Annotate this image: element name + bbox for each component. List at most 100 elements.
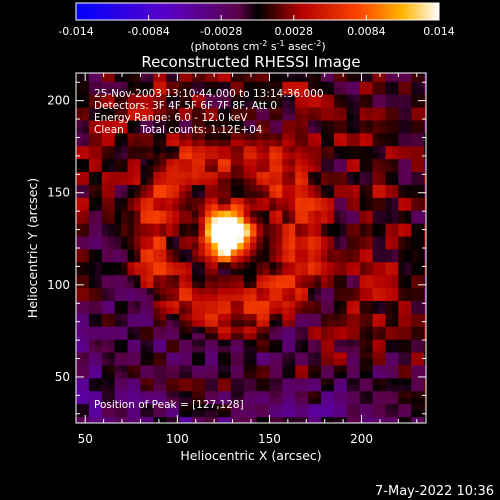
- heatmap-cell: [230, 313, 238, 321]
- heatmap-cell: [353, 339, 361, 347]
- heatmap-cell: [262, 81, 270, 89]
- heatmap-cell: [359, 261, 367, 269]
- heatmap-cell: [127, 107, 135, 115]
- heatmap-cell: [140, 87, 148, 95]
- heatmap-cell: [192, 94, 199, 102]
- heatmap-cell: [146, 145, 154, 153]
- heatmap-cell: [146, 197, 154, 205]
- heatmap-cell: [95, 126, 103, 134]
- heatmap-cell: [88, 268, 96, 276]
- heatmap-cell: [424, 139, 426, 147]
- heatmap-cell: [140, 107, 148, 115]
- heatmap-cell: [159, 139, 167, 147]
- heatmap-cell: [250, 364, 258, 372]
- heatmap-cell: [198, 139, 206, 147]
- heatmap-cell: [121, 113, 129, 121]
- heatmap-cell: [134, 313, 141, 321]
- heatmap-cell: [114, 332, 122, 340]
- heatmap-cell: [314, 184, 322, 192]
- heatmap-cell: [140, 326, 148, 334]
- heatmap-cell: [269, 210, 277, 218]
- heatmap-cell: [295, 132, 303, 140]
- heatmap-cell: [76, 261, 83, 269]
- heatmap-cell: [288, 87, 296, 95]
- heatmap-cell: [127, 306, 135, 314]
- heatmap-cell: [101, 306, 109, 314]
- heatmap-cell: [121, 248, 129, 256]
- heatmap-cell: [314, 94, 322, 102]
- heatmap-cell: [121, 236, 129, 243]
- heatmap-cell: [82, 313, 90, 321]
- heatmap-cell: [134, 300, 141, 308]
- heatmap-cell: [237, 100, 245, 108]
- heatmap-cell: [185, 390, 193, 398]
- heatmap-cell: [411, 132, 419, 140]
- heatmap-cell: [101, 416, 109, 423]
- heatmap-cell: [314, 287, 322, 295]
- heatmap-cell: [262, 74, 270, 82]
- heatmap-cell: [230, 152, 238, 160]
- heatmap-cell: [359, 274, 367, 282]
- heatmap-cell: [82, 132, 90, 140]
- heatmap-cell: [243, 390, 251, 398]
- heatmap-cell: [121, 377, 129, 385]
- heatmap-cell: [417, 229, 425, 237]
- heatmap-cell: [379, 403, 386, 411]
- heatmap-cell: [153, 261, 161, 269]
- heatmap-cell: [101, 184, 109, 192]
- heatmap-cell: [346, 358, 354, 366]
- heatmap-cell: [353, 384, 361, 392]
- heatmap-cell: [321, 184, 328, 192]
- heatmap-cell: [95, 339, 103, 347]
- heatmap-cell: [76, 210, 83, 218]
- heatmap-cell: [230, 248, 238, 256]
- heatmap-cell: [192, 81, 199, 89]
- heatmap-cell: [301, 229, 309, 237]
- heatmap-cell: [230, 81, 238, 89]
- heatmap-cell: [404, 216, 412, 224]
- heatmap-cell: [114, 152, 122, 160]
- heatmap-cell: [346, 94, 354, 102]
- heatmap-cell: [295, 100, 303, 108]
- heatmap-cell: [153, 165, 161, 173]
- heatmap-cell: [333, 94, 341, 102]
- heatmap-cell: [359, 210, 367, 218]
- heatmap-cell: [269, 81, 277, 89]
- heatmap-cell: [179, 203, 187, 211]
- heatmap-cell: [379, 319, 386, 327]
- heatmap-cell: [275, 165, 283, 173]
- heatmap-cell: [379, 107, 386, 115]
- heatmap-cell: [127, 158, 135, 166]
- heatmap-cell: [366, 229, 374, 237]
- heatmap-cell: [340, 332, 348, 340]
- heatmap-cell: [153, 158, 161, 166]
- heatmap-cell: [385, 364, 393, 372]
- heatmap-cell: [114, 294, 122, 301]
- heatmap-cell: [262, 119, 270, 127]
- heatmap-cell: [262, 158, 270, 166]
- heatmap-cell: [101, 377, 109, 385]
- heatmap-cell: [76, 236, 83, 243]
- heatmap-cell: [301, 332, 309, 340]
- heatmap-cell: [76, 87, 83, 95]
- heatmap-cell: [159, 384, 167, 392]
- heatmap-cell: [353, 390, 361, 398]
- heatmap-cell: [88, 171, 96, 179]
- heatmap-cell: [288, 190, 296, 198]
- heatmap-cell: [391, 100, 399, 108]
- heatmap-cell: [398, 190, 406, 198]
- heatmap-cell: [391, 190, 399, 198]
- heatmap-cell: [179, 300, 187, 308]
- heatmap-cell: [95, 300, 103, 308]
- heatmap-cell: [372, 73, 380, 76]
- heatmap-cell: [217, 339, 225, 347]
- heatmap-cell: [146, 139, 154, 147]
- heatmap-cell: [391, 332, 399, 340]
- heatmap-cell: [275, 319, 283, 327]
- heatmap-cell: [340, 210, 348, 218]
- heatmap-cell: [192, 203, 199, 211]
- heatmap-cell: [398, 364, 406, 372]
- heatmap-cell: [379, 210, 386, 218]
- heatmap-cell: [417, 152, 425, 160]
- heatmap-cell: [140, 197, 148, 205]
